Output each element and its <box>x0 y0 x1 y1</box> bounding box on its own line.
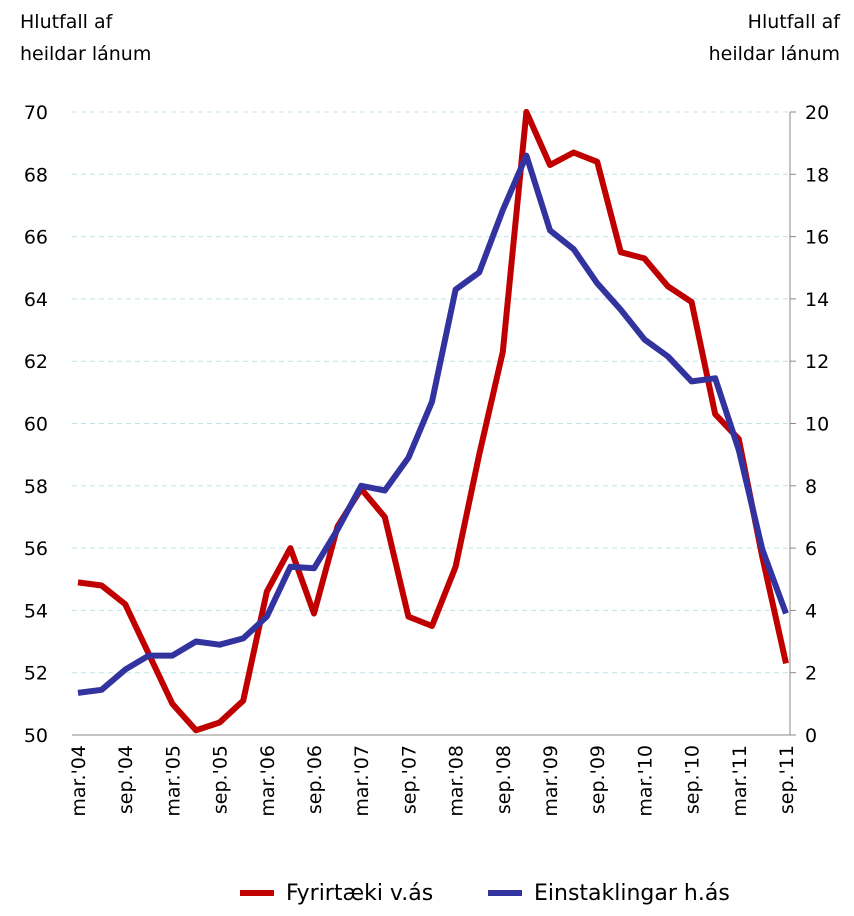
y2-tick-label: 20 <box>805 102 829 124</box>
y-tick-label: 64 <box>24 289 48 311</box>
legend-label: Einstaklingar h.ás <box>534 881 730 906</box>
y2-tick-label: 14 <box>805 289 829 311</box>
x-tick-label: mar.'08 <box>446 745 468 817</box>
y-tick-label: 56 <box>24 538 48 560</box>
y2-tick-label: 12 <box>805 351 829 373</box>
y2-axis-title: Hlutfall af <box>748 11 842 33</box>
y-tick-label: 70 <box>24 102 48 124</box>
y2-tick-label: 16 <box>805 227 829 249</box>
y2-axis-title: heildar lánum <box>709 43 840 65</box>
y-tick-label: 62 <box>24 351 48 373</box>
y-tick-label: 54 <box>24 600 48 622</box>
y-axis-title: Hlutfall af <box>20 11 114 33</box>
y-tick-label: 58 <box>24 476 48 498</box>
y2-tick-label: 4 <box>805 600 817 622</box>
x-tick-label: sep.'10 <box>682 745 704 814</box>
y2-tick-label: 8 <box>805 476 817 498</box>
series-line <box>77 152 789 696</box>
x-tick-label: mar.'10 <box>634 745 656 817</box>
legend-label: Fyrirtæki v.ás <box>286 881 433 906</box>
x-tick-label: mar.'07 <box>351 745 373 817</box>
x-tick-label: mar.'04 <box>68 745 90 817</box>
x-tick-label: mar.'11 <box>729 745 751 817</box>
x-tick-label: mar.'09 <box>540 745 562 817</box>
y2-tick-label: 2 <box>805 663 817 685</box>
y-tick-label: 60 <box>24 414 48 436</box>
y-tick-label: 68 <box>24 164 48 186</box>
x-tick-label: sep.'07 <box>398 745 420 814</box>
x-tick-label: sep.'09 <box>587 745 609 814</box>
y2-tick-label: 6 <box>805 538 817 560</box>
x-tick-label: mar.'06 <box>257 745 279 817</box>
series-line <box>77 109 789 734</box>
y-tick-label: 52 <box>24 663 48 685</box>
x-tick-label: sep.'08 <box>493 745 515 814</box>
x-tick-label: sep.'06 <box>304 745 326 814</box>
y-tick-label: 50 <box>24 725 48 747</box>
y2-tick-label: 0 <box>805 725 817 747</box>
y-axis-title: heildar lánum <box>20 43 151 65</box>
x-tick-label: sep.'11 <box>776 745 798 814</box>
x-tick-label: sep.'05 <box>210 745 232 814</box>
y2-tick-label: 18 <box>805 164 829 186</box>
x-tick-label: sep.'04 <box>115 745 137 814</box>
x-tick-label: mar.'05 <box>162 745 184 817</box>
y-tick-label: 66 <box>24 227 48 249</box>
y2-tick-label: 10 <box>805 414 829 436</box>
